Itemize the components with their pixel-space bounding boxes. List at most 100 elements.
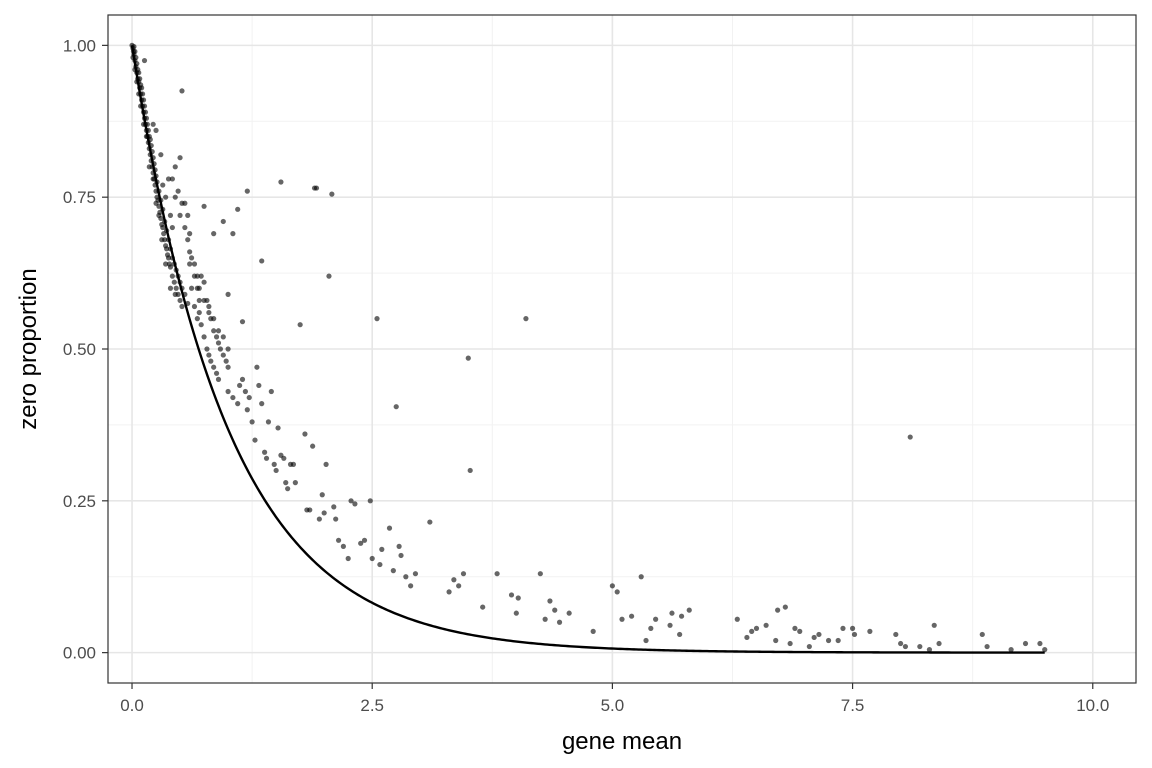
- data-point: [348, 498, 354, 504]
- data-point: [907, 434, 913, 440]
- data-point: [398, 552, 404, 559]
- data-point: [196, 309, 202, 316]
- data-point: [163, 261, 169, 267]
- data-point: [984, 643, 990, 650]
- data-point: [211, 316, 217, 322]
- y-tick-label: 1.00: [63, 36, 96, 55]
- y-tick-label: 0.50: [63, 340, 96, 359]
- data-point: [867, 628, 873, 634]
- data-point: [213, 370, 220, 376]
- data-point: [667, 622, 673, 628]
- data-point: [187, 231, 193, 237]
- data-point: [323, 461, 329, 467]
- data-point: [1008, 647, 1014, 653]
- data-point: [196, 285, 202, 291]
- data-point: [215, 328, 222, 334]
- data-point: [333, 516, 339, 522]
- data-point: [159, 237, 165, 243]
- data-point: [319, 492, 325, 498]
- data-point: [849, 625, 856, 631]
- data-point: [451, 577, 457, 583]
- data-point: [686, 607, 692, 613]
- data-point: [163, 194, 169, 200]
- data-point: [153, 127, 159, 133]
- data-point: [191, 303, 198, 310]
- data-point: [160, 182, 166, 188]
- data-point: [936, 640, 942, 647]
- data-point: [825, 637, 832, 644]
- data-point: [851, 631, 858, 638]
- data-point: [653, 616, 659, 622]
- data-point: [590, 628, 596, 634]
- x-tick-label: 10.0: [1076, 696, 1109, 715]
- data-point: [427, 519, 433, 525]
- data-point: [206, 352, 212, 358]
- data-point: [917, 643, 923, 650]
- data-point: [172, 291, 178, 297]
- data-point: [177, 155, 183, 161]
- data-point: [188, 285, 195, 291]
- data-point: [215, 340, 222, 346]
- data-point: [456, 583, 462, 589]
- data-point: [734, 616, 740, 622]
- data-point: [614, 589, 620, 595]
- data-point: [246, 394, 252, 401]
- data-point: [167, 264, 174, 270]
- data-point: [160, 224, 166, 231]
- data-point: [283, 480, 289, 486]
- data-point: [352, 501, 358, 507]
- data-point: [198, 273, 204, 279]
- data-point: [225, 346, 231, 352]
- data-point: [141, 57, 148, 64]
- data-point: [167, 285, 174, 291]
- data-point: [465, 355, 471, 361]
- data-point: [235, 401, 241, 407]
- data-point: [171, 279, 177, 285]
- data-point: [446, 589, 452, 595]
- data-point: [566, 610, 572, 616]
- data-point: [467, 467, 473, 474]
- x-tick-label: 0.0: [120, 696, 144, 715]
- data-point: [191, 261, 198, 267]
- data-point: [412, 571, 419, 577]
- data-point: [390, 568, 396, 574]
- data-point: [408, 583, 414, 589]
- data-point: [177, 212, 183, 218]
- data-point: [217, 346, 224, 352]
- data-point: [290, 461, 297, 467]
- data-point: [749, 628, 755, 634]
- data-point: [194, 316, 200, 322]
- data-point: [242, 388, 248, 395]
- data-point: [329, 191, 335, 197]
- major-gridlines: [108, 15, 1136, 683]
- data-point: [158, 152, 164, 158]
- data-point: [302, 431, 308, 437]
- data-point: [547, 598, 553, 604]
- data-point: [835, 637, 841, 644]
- data-point: [369, 555, 375, 562]
- data-point: [619, 616, 625, 622]
- data-point: [204, 346, 210, 352]
- data-point: [225, 388, 231, 395]
- data-point: [211, 328, 217, 334]
- data-point: [150, 121, 156, 127]
- data-point: [177, 297, 183, 304]
- data-point: [513, 610, 519, 616]
- x-axis-title: gene mean: [562, 728, 682, 755]
- data-point: [678, 613, 685, 619]
- data-point: [335, 537, 342, 543]
- data-point: [211, 231, 217, 237]
- data-point: [223, 358, 229, 364]
- data-point: [979, 631, 985, 638]
- data-point: [629, 613, 635, 619]
- data-point: [316, 516, 322, 522]
- data-point: [146, 164, 152, 170]
- data-point: [220, 334, 226, 340]
- data-point: [744, 634, 750, 641]
- data-point: [230, 231, 236, 237]
- data-point: [393, 404, 399, 410]
- data-point: [902, 643, 909, 650]
- data-point: [263, 455, 270, 461]
- data-point: [460, 571, 467, 577]
- data-point: [1022, 640, 1029, 647]
